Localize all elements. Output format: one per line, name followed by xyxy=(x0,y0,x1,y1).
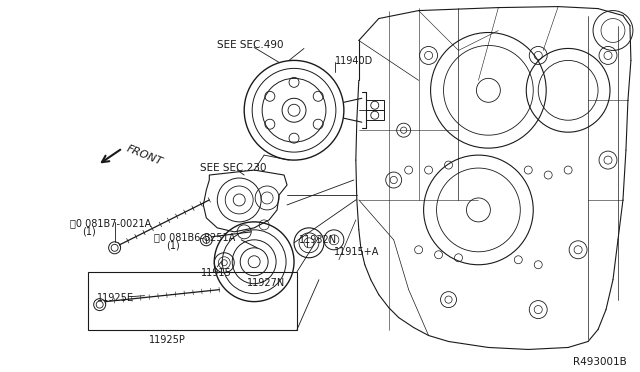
Text: 11927N: 11927N xyxy=(247,278,285,288)
Text: 11925E: 11925E xyxy=(97,293,134,303)
Text: SEE SEC.230: SEE SEC.230 xyxy=(200,163,267,173)
Circle shape xyxy=(109,242,120,254)
Circle shape xyxy=(93,299,106,311)
Text: SEE SEC.490: SEE SEC.490 xyxy=(218,41,284,51)
Text: ␶0 081B7-0021A: ␶0 081B7-0021A xyxy=(70,218,151,228)
Text: 11925P: 11925P xyxy=(149,334,186,344)
Text: ␵0 081B6-8251A: ␵0 081B6-8251A xyxy=(154,232,236,242)
Text: 11932N: 11932N xyxy=(299,235,337,245)
Circle shape xyxy=(96,301,103,308)
Circle shape xyxy=(200,234,212,246)
Text: 11940D: 11940D xyxy=(335,57,373,67)
Text: FRONT: FRONT xyxy=(125,143,164,167)
Polygon shape xyxy=(204,170,287,232)
Circle shape xyxy=(203,236,210,243)
Bar xyxy=(366,100,384,110)
Circle shape xyxy=(111,244,118,251)
Text: (1): (1) xyxy=(82,227,95,237)
Bar xyxy=(366,110,384,120)
Bar xyxy=(88,272,297,330)
Text: 11915+A: 11915+A xyxy=(334,247,380,257)
Text: 11915: 11915 xyxy=(202,268,232,278)
Text: R493001B: R493001B xyxy=(573,357,627,368)
Text: (1): (1) xyxy=(166,241,180,251)
